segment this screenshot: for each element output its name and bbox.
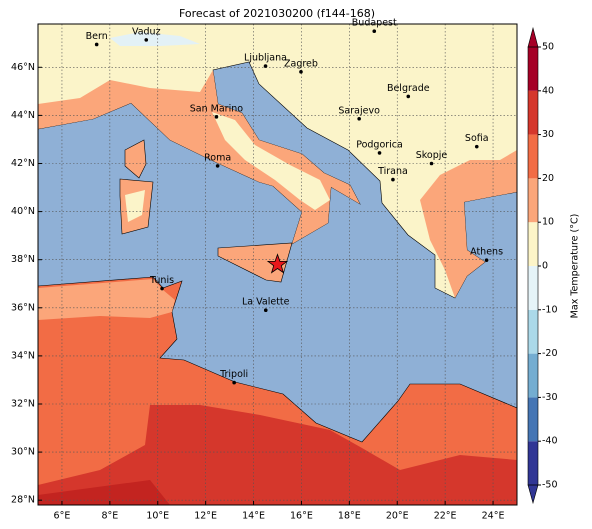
city-dot xyxy=(94,42,99,47)
y-tick-label: 30°N xyxy=(11,447,35,458)
marker-star xyxy=(266,253,289,274)
x-tick-label: 8°E xyxy=(101,511,118,522)
city-label: Ljubljana xyxy=(244,53,287,64)
city-label: Belgrade xyxy=(387,83,430,94)
map-frame xyxy=(37,23,518,506)
corsica xyxy=(124,139,147,179)
colorbar-tick-label: 20 xyxy=(542,173,554,184)
y-tick-label: 34°N xyxy=(11,350,35,361)
city-dot xyxy=(263,64,268,68)
city-label: Podgorica xyxy=(356,139,403,150)
italy-cool xyxy=(212,112,330,210)
colorbar-tick-label: 50 xyxy=(542,42,554,53)
city-label: Sarajevo xyxy=(338,105,380,116)
colorbar-label: Max Temperature (°C) xyxy=(570,214,581,319)
x-tick-label: 10°E xyxy=(146,511,169,522)
y-tick-label: 32°N xyxy=(11,398,35,409)
colorbar-segment xyxy=(528,178,538,223)
y-tick-label: 44°N xyxy=(11,110,35,121)
y-tick-label: 40°N xyxy=(11,206,35,217)
city-label: Bern xyxy=(86,31,108,42)
colorbar-tick-label: 30 xyxy=(542,129,554,140)
city-dot xyxy=(377,151,382,155)
colorbar-segment xyxy=(528,266,538,310)
colorbar-tick-label: 10 xyxy=(542,217,554,228)
africa-mild xyxy=(38,279,175,320)
city-dot xyxy=(160,286,164,291)
city-dot xyxy=(299,70,303,74)
city-dot xyxy=(406,94,411,99)
city-label: Budapest xyxy=(352,18,397,29)
y-tick-label: 42°N xyxy=(11,158,35,169)
city-dot xyxy=(372,29,377,34)
y-tick-label: 38°N xyxy=(11,254,35,265)
colorbar-segment xyxy=(528,353,538,398)
city-dot xyxy=(144,38,149,42)
city-label: Vaduz xyxy=(132,26,161,37)
x-tick-label: 16°E xyxy=(290,511,313,522)
city-label: Roma xyxy=(204,152,231,163)
x-tick-label: 18°E xyxy=(338,511,361,522)
po-cool xyxy=(110,32,200,46)
city-dot xyxy=(484,258,489,262)
balkan-warm xyxy=(420,150,517,298)
city-label: Sofia xyxy=(465,133,489,144)
colorbar-extend-low xyxy=(527,484,539,505)
colorbar-segment xyxy=(528,397,538,442)
warm-region xyxy=(38,70,360,244)
city-dot xyxy=(357,116,361,121)
city-label: Tunis xyxy=(149,275,174,286)
colorbar-tick-label: -20 xyxy=(542,348,558,359)
x-tick-label: 20°E xyxy=(386,511,409,522)
colorbar-tick-label: -30 xyxy=(542,392,558,403)
city-dot xyxy=(263,308,268,312)
y-tick-label: 46°N xyxy=(11,62,35,73)
sardinia-cool xyxy=(125,190,145,222)
africa-hottest xyxy=(38,480,170,505)
city-label: La Valette xyxy=(242,297,290,308)
colorbar-tick-label: 0 xyxy=(542,261,548,272)
x-tick-label: 12°E xyxy=(194,511,217,522)
city-label: Skopje xyxy=(416,150,448,161)
city-label: San Marino xyxy=(190,103,243,114)
colorbar-tick-label: 40 xyxy=(542,85,554,96)
x-tick-label: 22°E xyxy=(434,511,457,522)
city-dot xyxy=(474,144,479,149)
colorbar-segment xyxy=(528,309,538,354)
colorbar-tick-label: -50 xyxy=(542,480,558,491)
city-dot xyxy=(429,161,434,166)
city-dot xyxy=(232,380,236,385)
x-tick-label: 6°E xyxy=(54,511,71,522)
colorbar-segment xyxy=(528,134,538,179)
colorbar-segment xyxy=(528,47,538,91)
colorbar-segment xyxy=(528,222,538,266)
sicily xyxy=(217,242,293,283)
city-dot xyxy=(391,177,395,182)
colorbar-segment xyxy=(528,90,538,135)
title: Forecast of 2021030200 (f144-168) xyxy=(179,7,375,20)
city-label: Tripoli xyxy=(219,369,248,380)
y-tick-label: 36°N xyxy=(11,302,35,313)
colorbar-tick-label: -40 xyxy=(542,436,558,447)
x-tick-label: 14°E xyxy=(242,511,265,522)
city-dot xyxy=(215,164,220,168)
city-label: Zagreb xyxy=(284,58,318,69)
x-tick-label: 24°E xyxy=(482,511,505,522)
city-label: Athens xyxy=(470,247,503,258)
colorbar-extend-high xyxy=(527,26,539,48)
y-tick-label: 28°N xyxy=(11,495,35,506)
colorbar-segment xyxy=(528,441,538,485)
city-dot xyxy=(214,115,219,119)
colorbar-tick-label: -10 xyxy=(542,304,558,315)
city-label: Tirana xyxy=(377,166,408,177)
